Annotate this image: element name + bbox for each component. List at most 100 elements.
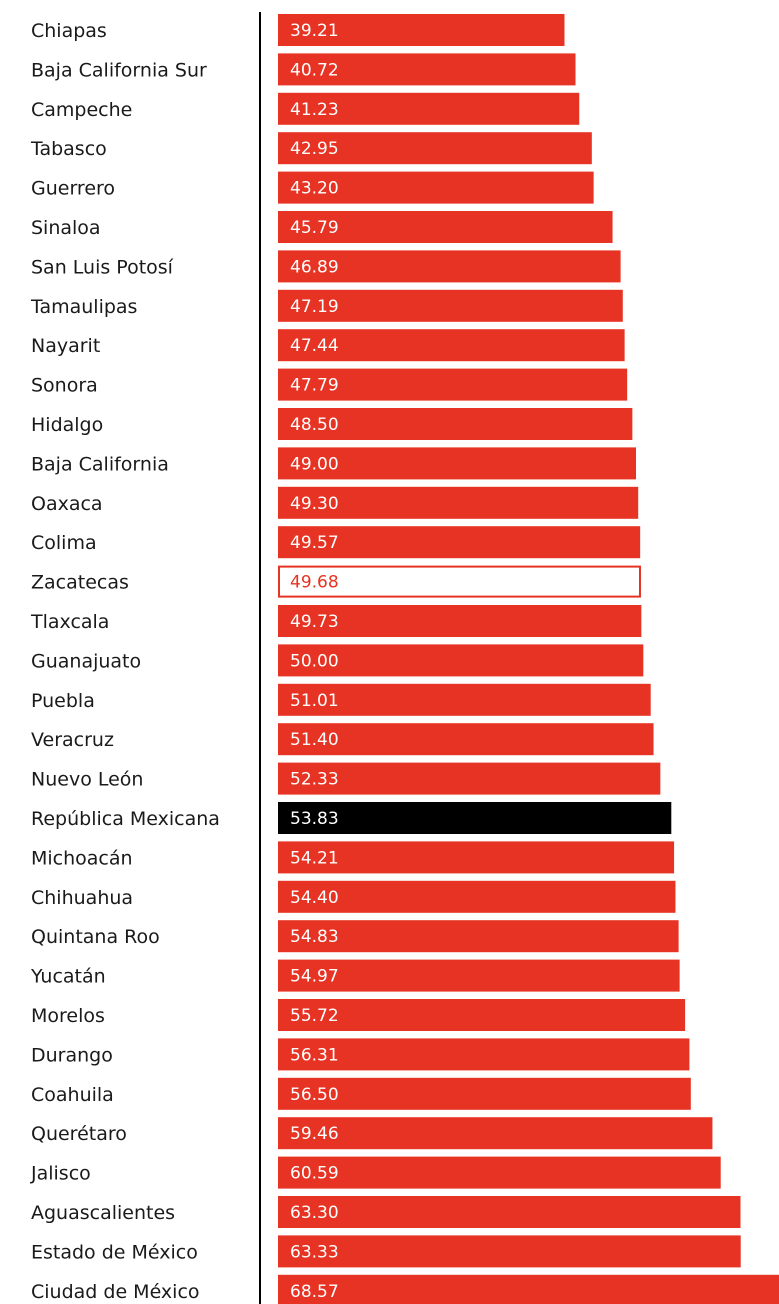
bar-nayarit (278, 329, 625, 362)
category-label-nuevo-leon: Nuevo León (31, 769, 143, 791)
value-label-colima: 49.57 (290, 533, 339, 553)
bar-baja-california (278, 447, 637, 480)
category-label-estado-de-mexico: Estado de México (31, 1241, 198, 1263)
category-label-ciudad-de-mexico: Ciudad de México (31, 1281, 200, 1303)
bar-san-luis-potosi (278, 250, 621, 283)
value-label-republica-mexicana: 53.83 (290, 809, 339, 829)
value-label-tabasco: 42.95 (290, 139, 339, 159)
value-label-sonora: 47.79 (290, 376, 339, 396)
category-label-jalisco: Jalisco (30, 1163, 91, 1185)
value-label-durango: 56.31 (290, 1045, 339, 1065)
category-label-san-luis-potosi: San Luis Potosí (31, 256, 174, 278)
bar-guanajuato (278, 644, 644, 677)
category-label-baja-california-sur: Baja California Sur (31, 59, 207, 81)
value-label-guerrero: 43.20 (290, 179, 339, 199)
bar-chiapas (278, 14, 565, 46)
category-label-quintana-roo: Quintana Roo (31, 926, 160, 948)
bar-sinaloa (278, 211, 613, 243)
bar-michoacan (278, 841, 675, 874)
bar-zacatecas (278, 565, 641, 598)
category-label-guerrero: Guerrero (31, 178, 115, 200)
value-label-hidalgo: 48.50 (290, 415, 339, 435)
category-label-tamaulipas: Tamaulipas (30, 296, 137, 318)
value-label-tamaulipas: 47.19 (290, 297, 339, 317)
category-label-hidalgo: Hidalgo (31, 414, 103, 436)
value-label-baja-california: 49.00 (290, 454, 339, 474)
bar-sonora (278, 368, 628, 401)
bars (278, 14, 779, 1304)
category-label-oaxaca: Oaxaca (31, 493, 103, 515)
value-label-oaxaca: 49.30 (290, 494, 339, 514)
bar-chihuahua (278, 880, 676, 913)
bar-yucatan (278, 959, 680, 992)
bar-tlaxcala (278, 605, 642, 637)
value-label-campeche: 41.23 (290, 100, 339, 120)
value-label-nayarit: 47.44 (290, 336, 339, 356)
category-label-guanajuato: Guanajuato (31, 650, 141, 672)
value-label-san-luis-potosi: 46.89 (290, 257, 339, 277)
value-label-chihuahua: 54.40 (290, 888, 339, 908)
bar-estado-de-mexico (278, 1235, 741, 1268)
bar-queretaro (278, 1117, 713, 1150)
category-label-colima: Colima (31, 532, 97, 554)
value-label-aguascalientes: 63.30 (290, 1203, 339, 1223)
value-label-yucatan: 54.97 (290, 967, 339, 987)
value-label-ciudad-de-mexico: 68.57 (290, 1282, 339, 1302)
category-label-morelos: Morelos (31, 1005, 105, 1027)
bar-colima (278, 526, 641, 559)
value-labels: 39.21 40.72 41.23 42.95 43.20 45.79 46.89 47.19… (290, 21, 339, 1302)
bar-puebla (278, 683, 651, 716)
value-label-morelos: 55.72 (290, 1006, 339, 1026)
category-label-yucatan: Yucatán (30, 966, 106, 988)
bar-tamaulipas (278, 289, 623, 322)
bar-hidalgo (278, 408, 633, 440)
bar-republica-mexicana (278, 802, 672, 834)
bar-jalisco (278, 1156, 721, 1189)
bar-campeche (278, 92, 580, 125)
value-label-baja-california-sur: 40.72 (290, 60, 339, 80)
category-label-tabasco: Tabasco (30, 138, 107, 160)
category-label-coahuila: Coahuila (31, 1084, 114, 1106)
value-label-puebla: 51.01 (290, 691, 339, 711)
category-label-veracruz: Veracruz (31, 729, 114, 751)
category-label-zacatecas: Zacatecas (31, 572, 129, 594)
category-label-nayarit: Nayarit (31, 335, 100, 357)
bar-guerrero (278, 171, 594, 204)
bar-tabasco (278, 132, 592, 165)
category-label-durango: Durango (31, 1044, 113, 1066)
bar-durango (278, 1038, 690, 1071)
value-label-michoacan: 54.21 (290, 848, 339, 868)
value-label-veracruz: 51.40 (290, 730, 339, 750)
bar-morelos (278, 999, 686, 1031)
category-label-sonora: Sonora (31, 375, 98, 397)
value-label-quintana-roo: 54.83 (290, 927, 339, 947)
bar-quintana-roo (278, 920, 679, 953)
category-label-aguascalientes: Aguascalientes (31, 1202, 175, 1224)
category-labels: Chiapas Baja California Sur Campeche Tabasc… (30, 20, 220, 1303)
bar-ciudad-de-mexico (278, 1274, 779, 1304)
value-label-sinaloa: 45.79 (290, 218, 339, 238)
value-label-chiapas: 39.21 (290, 21, 339, 41)
value-label-tlaxcala: 49.73 (290, 612, 339, 632)
value-label-jalisco: 60.59 (290, 1164, 339, 1184)
category-label-queretaro: Querétaro (31, 1123, 127, 1145)
value-label-guanajuato: 50.00 (290, 651, 339, 671)
category-label-republica-mexicana: República Mexicana (31, 808, 220, 830)
category-label-tlaxcala: Tlaxcala (30, 611, 109, 633)
value-label-estado-de-mexico: 63.33 (290, 1242, 339, 1262)
bar-nuevo-leon (278, 762, 661, 795)
bar-coahuila (278, 1077, 691, 1110)
value-label-nuevo-leon: 52.33 (290, 770, 339, 790)
bar-aguascalientes (278, 1196, 741, 1228)
bar-oaxaca (278, 486, 639, 519)
value-label-zacatecas: 49.68 (290, 573, 339, 593)
category-label-sinaloa: Sinaloa (31, 217, 101, 239)
value-label-queretaro: 59.46 (290, 1124, 339, 1144)
bar-baja-california-sur (278, 53, 576, 86)
category-label-baja-california: Baja California (31, 453, 169, 475)
category-label-chihuahua: Chihuahua (31, 887, 133, 909)
category-label-michoacan: Michoacán (31, 847, 133, 869)
bar-veracruz (278, 723, 654, 756)
category-label-campeche: Campeche (31, 99, 132, 121)
